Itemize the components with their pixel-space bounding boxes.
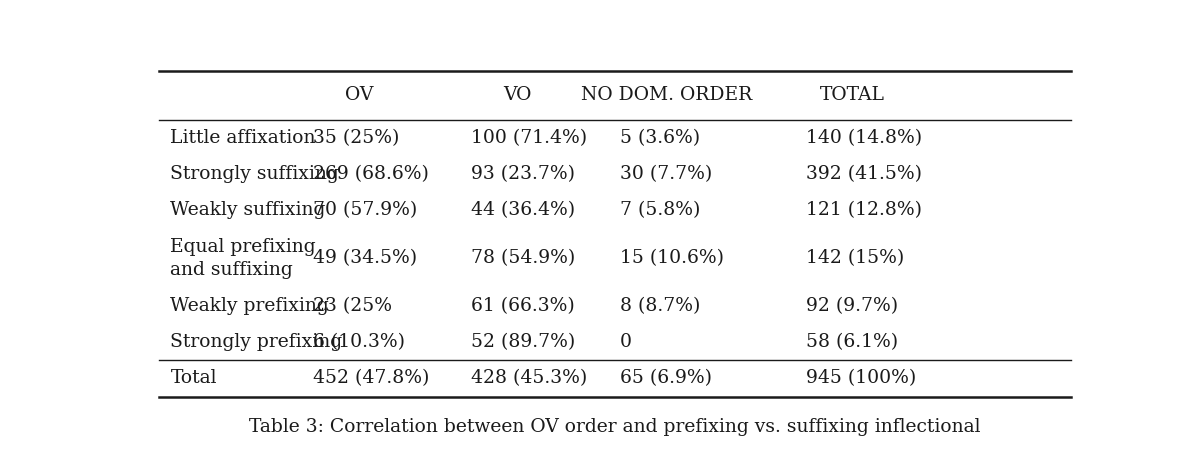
Text: 428 (45.3%): 428 (45.3%) xyxy=(470,369,587,387)
Text: 35 (25%): 35 (25%) xyxy=(313,129,400,147)
Text: 142 (15%): 142 (15%) xyxy=(805,249,904,267)
Text: 78 (54.9%): 78 (54.9%) xyxy=(470,249,575,267)
Text: Weakly prefixing: Weakly prefixing xyxy=(170,297,329,315)
Text: Equal prefixing
and suffixing: Equal prefixing and suffixing xyxy=(170,238,316,279)
Text: Total: Total xyxy=(170,369,217,387)
Text: 70 (57.9%): 70 (57.9%) xyxy=(313,201,418,219)
Text: 392 (41.5%): 392 (41.5%) xyxy=(805,165,922,183)
Text: 452 (47.8%): 452 (47.8%) xyxy=(313,369,430,387)
Text: 58 (6.1%): 58 (6.1%) xyxy=(805,333,898,351)
Text: 30 (7.7%): 30 (7.7%) xyxy=(619,165,712,183)
Text: 6 (10.3%): 6 (10.3%) xyxy=(313,333,404,351)
Text: 0: 0 xyxy=(619,333,631,351)
Text: 93 (23.7%): 93 (23.7%) xyxy=(470,165,575,183)
Text: 44 (36.4%): 44 (36.4%) xyxy=(470,201,575,219)
Text: TOTAL: TOTAL xyxy=(820,86,884,104)
Text: Strongly prefixing: Strongly prefixing xyxy=(170,333,342,351)
Text: 52 (89.7%): 52 (89.7%) xyxy=(470,333,575,351)
Text: 92 (9.7%): 92 (9.7%) xyxy=(805,297,898,315)
Text: Strongly suffixing: Strongly suffixing xyxy=(170,165,340,183)
Text: 269 (68.6%): 269 (68.6%) xyxy=(313,165,428,183)
Text: 61 (66.3%): 61 (66.3%) xyxy=(470,297,575,315)
Text: NO DOM. ORDER: NO DOM. ORDER xyxy=(581,86,751,104)
Text: 945 (100%): 945 (100%) xyxy=(805,369,916,387)
Text: 100 (71.4%): 100 (71.4%) xyxy=(470,129,587,147)
Text: 121 (12.8%): 121 (12.8%) xyxy=(805,201,922,219)
Text: 8 (8.7%): 8 (8.7%) xyxy=(619,297,700,315)
Text: 23 (25%: 23 (25% xyxy=(313,297,391,315)
Text: 49 (34.5%): 49 (34.5%) xyxy=(313,249,416,267)
Text: 65 (6.9%): 65 (6.9%) xyxy=(619,369,712,387)
Text: Weakly suffixing: Weakly suffixing xyxy=(170,201,326,219)
Text: 7 (5.8%): 7 (5.8%) xyxy=(619,201,700,219)
Text: VO: VO xyxy=(503,86,532,104)
Text: 5 (3.6%): 5 (3.6%) xyxy=(619,129,700,147)
Text: Little affixation: Little affixation xyxy=(170,129,316,147)
Text: 140 (14.8%): 140 (14.8%) xyxy=(805,129,922,147)
Text: OV: OV xyxy=(346,86,373,104)
Text: Table 3: Correlation between OV order and prefixing vs. suffixing inflectional: Table 3: Correlation between OV order an… xyxy=(250,418,980,436)
Text: 15 (10.6%): 15 (10.6%) xyxy=(619,249,724,267)
